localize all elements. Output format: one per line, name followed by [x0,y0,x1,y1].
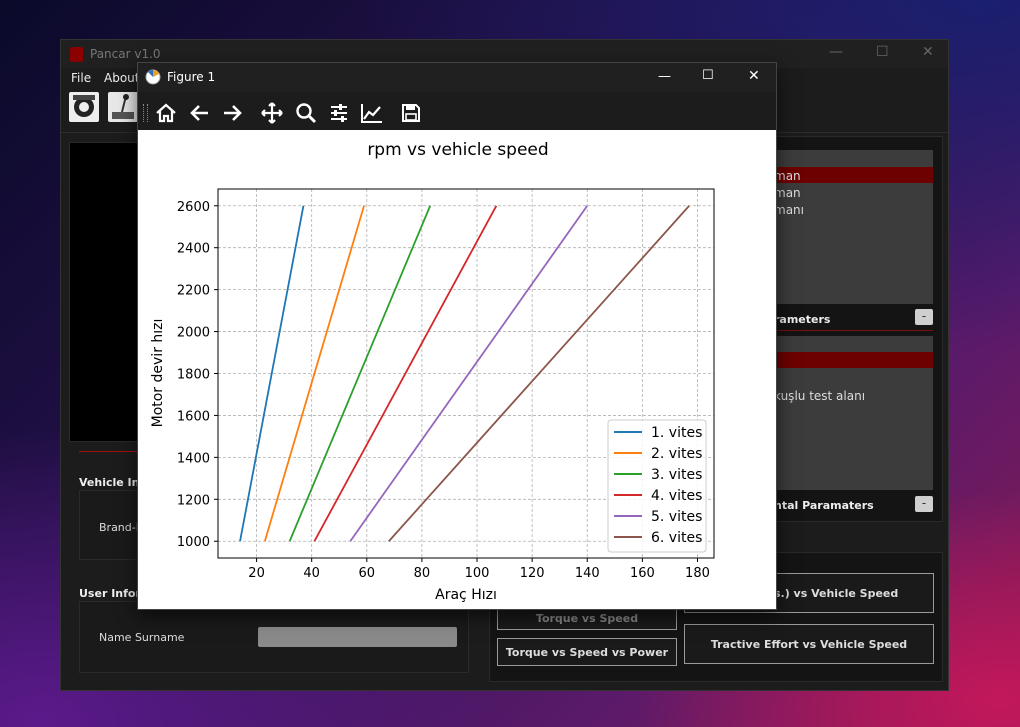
test-area-item[interactable]: kuşlu test alanı [774,389,866,403]
y-tick-label: 1800 [177,368,210,383]
series-line [288,205,432,542]
chart-grid [218,189,714,558]
x-tick-label: 60 [359,566,376,581]
y-tick-label: 2600 [177,200,210,215]
list-item[interactable]: man [774,186,801,200]
maximize-icon[interactable]: ☐ [702,68,714,83]
menu-file[interactable]: File [71,71,92,85]
name-surname-label: Name Surname [99,631,185,644]
app-logo [70,47,83,62]
x-tick-label: 140 [575,566,600,581]
menu-about[interactable]: About [104,71,140,85]
x-tick-label: 40 [303,566,320,581]
rpm-vs-speed-chart: rpm vs vehicle speed 20 40 60 80 100 120 140 16… [150,140,715,603]
engine-icon-graphic [73,95,95,117]
y-tick-label: 1200 [177,493,210,508]
y-axis-label: Motor devir hızı [150,319,166,428]
pan-icon[interactable] [259,100,285,126]
axes-edit-icon[interactable] [359,100,385,126]
engine-icon[interactable] [69,92,99,122]
figure-toolbar [138,92,776,130]
back-arrow-icon[interactable] [187,100,213,126]
y-tick-label: 2200 [177,284,210,299]
y-tick-label: 1000 [177,535,210,550]
close-icon[interactable]: ✕ [922,44,934,60]
y-tick-label: 2400 [177,242,210,257]
environmental-parameters-label: ntal Paramaters [774,499,874,512]
user-info-label: User Inform [79,587,153,600]
chart-legend: 1. vites 2. vites 3. vites 4. vites 5. vites… [607,419,707,553]
x-tick-label: 20 [248,566,265,581]
list-item[interactable]: man [774,169,801,183]
figure-window: Figure 1 — ☐ ✕ rpm vs vehicle speed 20 40… [137,62,777,610]
collapse-environmental-button[interactable]: - [915,496,933,512]
parameters-label: rameters [774,313,831,326]
figure-title: Figure 1 [167,70,216,84]
app-title: Pancar v1.0 [90,47,161,61]
legend-label: 3. vites [651,467,702,483]
legend-label: 1. vites [651,425,702,441]
x-tick-label: 80 [414,566,431,581]
series-line [388,205,690,542]
torque-speed-power-button[interactable]: Torque vs Speed vs Power [497,638,677,666]
y-tick-label: 1400 [177,451,210,466]
collapse-parameters-button[interactable]: - [915,309,933,325]
close-icon[interactable]: ✕ [748,68,760,84]
legend-label: 5. vites [651,509,702,525]
accent-line [79,451,139,452]
maximize-icon[interactable]: ☐ [876,44,889,60]
series-line [313,205,498,542]
forward-arrow-icon[interactable] [219,100,245,126]
series-line [263,205,365,542]
subplots-config-icon[interactable] [326,100,352,126]
tractive-effort-button[interactable]: Tractive Effort vs Vehicle Speed [684,624,934,664]
x-axis-label: Araç Hızı [435,587,497,603]
y-tick-label: 2000 [177,326,210,341]
gear-shift-icon[interactable] [108,92,138,122]
x-tick-label: 100 [465,566,490,581]
series-line [239,205,305,542]
zoom-icon[interactable] [293,100,319,126]
minimize-icon[interactable]: — [829,44,843,60]
y-tick-label: 1600 [177,409,210,424]
legend-label: 4. vites [651,488,702,504]
axes-frame [217,188,715,559]
name-surname-input[interactable] [258,627,457,647]
toolbar-grip [143,104,148,122]
list-item[interactable]: manı [774,203,804,217]
series-line [349,205,588,542]
figure-titlebar: Figure 1 — ☐ ✕ [138,63,776,92]
x-tick-label: 180 [685,566,710,581]
vehicle-info-label: Vehicle Info [79,476,152,489]
minimize-icon[interactable]: — [658,69,671,84]
save-icon[interactable] [398,100,424,126]
home-icon[interactable] [153,100,179,126]
matplotlib-logo-icon [145,69,161,85]
chart-title: rpm vs vehicle speed [367,140,548,160]
x-tick-label: 160 [630,566,655,581]
legend-label: 2. vites [651,446,702,462]
chart-ticks: 20 40 60 80 100 120 140 160 180 1000 1200 1400 1600 1… [177,200,710,581]
torque-vs-speed-button[interactable]: Torque vs Speed [497,606,677,630]
x-tick-label: 120 [520,566,545,581]
legend-label: 6. vites [651,530,702,546]
chart-series [239,205,690,542]
brand-label: Brand-I [99,521,139,534]
gear-shift-icon-graphic [112,94,134,119]
